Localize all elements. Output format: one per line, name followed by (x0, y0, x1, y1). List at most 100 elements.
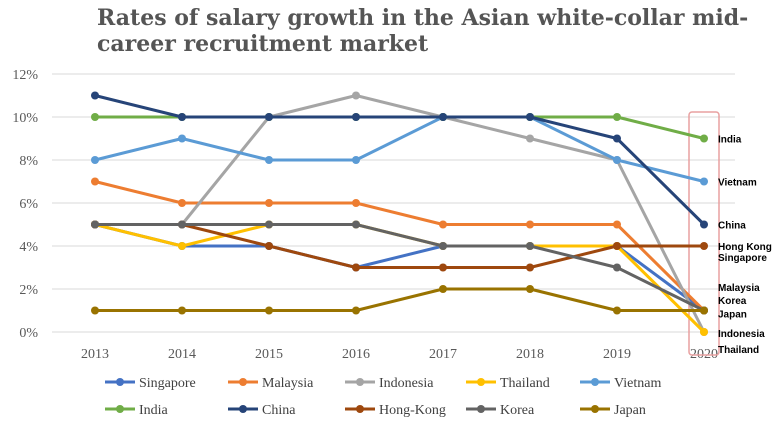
legend-marker-china (239, 405, 247, 413)
series-line-china (94, 94, 706, 226)
legend: Singapore Malaysia Indonesia Thailand Vietna… (105, 376, 661, 418)
data-point-malaysia (613, 220, 621, 229)
data-point-china (526, 113, 534, 121)
data-point-korea (91, 220, 99, 229)
data-point-china (439, 113, 447, 121)
x-tick-label: 2013 (81, 347, 109, 362)
data-point-hong-kong (613, 242, 621, 250)
data-point-china (91, 91, 99, 100)
y-tick-label: 6% (19, 197, 38, 212)
data-point-malaysia (352, 199, 360, 207)
chart-title-line-1: Rates of salary growth in the Asian whit… (97, 5, 748, 31)
data-point-thailand (700, 328, 708, 336)
x-tick-label: 2018 (516, 347, 544, 362)
data-point-japan (439, 285, 447, 293)
series-line-india (95, 115, 705, 140)
data-point-hong-kong (526, 263, 534, 272)
data-point-japan (352, 306, 360, 315)
data-point-japan (178, 306, 186, 315)
data-point-malaysia (439, 220, 447, 229)
y-tick-label: 2% (19, 283, 38, 298)
y-tick-label: 8% (19, 154, 38, 169)
data-point-malaysia (526, 220, 534, 229)
y-tick-label: 4% (19, 240, 38, 255)
series-line-malaysia (94, 180, 706, 312)
series-line-japan (95, 287, 704, 312)
data-point-vietnam (352, 156, 360, 164)
end-label-singapore: Singapore (718, 253, 767, 264)
data-point-hong-kong (352, 263, 360, 272)
legend-marker-indonesia (356, 378, 364, 386)
y-axis-ticks: 0% 2% 4% 6% 8% 10% 12% (12, 68, 38, 341)
data-point-korea (439, 242, 447, 250)
data-point-korea (613, 263, 621, 272)
y-tick-label: 12% (12, 68, 38, 83)
end-label-malaysia: Malaysia (718, 283, 760, 294)
series-line-korea (95, 223, 705, 312)
chart-title-line-2: career recruitment market (97, 31, 429, 57)
legend-marker-singapore (116, 378, 124, 386)
series-line-indonesia (95, 94, 706, 333)
data-point-vietnam (265, 156, 273, 164)
data-point-indonesia (526, 134, 534, 143)
data-point-vietnam (700, 177, 708, 186)
data-point-india (700, 134, 708, 143)
end-label-hong-kong: Hong Kong (718, 242, 772, 253)
y-tick-label: 10% (12, 111, 38, 126)
legend-marker-malaysia (239, 378, 247, 386)
legend-marker-japan (591, 405, 599, 413)
legend-label-japan: Japan (614, 403, 646, 418)
end-label-indonesia: Indonesia (718, 329, 765, 340)
data-point-vietnam (178, 134, 186, 143)
end-label-japan: Japan (718, 310, 747, 321)
data-point-korea (352, 220, 360, 229)
data-point-hong-kong (700, 242, 708, 250)
data-point-china (700, 220, 708, 229)
data-point-japan (91, 306, 99, 315)
data-point-korea (526, 242, 534, 250)
legend-label-china: China (262, 403, 296, 418)
data-point-india (613, 113, 621, 121)
series-line-vietnam (94, 115, 705, 183)
x-axis-ticks: 2013 2014 2015 2016 2017 2018 2019 2020 (81, 347, 718, 362)
legend-label-vietnam: Vietnam (614, 376, 661, 391)
data-point-china (178, 113, 186, 121)
data-point-korea (178, 220, 186, 229)
highlight-box-2020 (688, 111, 720, 356)
data-point-japan (265, 306, 273, 315)
series-line-hong-kong (95, 223, 704, 269)
x-tick-label: 2014 (168, 347, 196, 362)
data-point-hong-kong (439, 263, 447, 272)
data-point-japan (526, 285, 534, 293)
series-lines (91, 91, 708, 336)
end-label-thailand: Thailand (718, 345, 759, 356)
end-label-korea: Korea (718, 296, 747, 307)
data-point-vietnam (613, 156, 621, 164)
data-point-thailand (178, 242, 186, 250)
end-label-india: India (718, 135, 742, 146)
legend-marker-thailand (477, 378, 485, 386)
data-point-malaysia (91, 177, 99, 186)
legend-marker-vietnam (591, 378, 599, 386)
x-tick-label: 2015 (255, 347, 283, 362)
series-line-thailand (94, 223, 706, 334)
data-point-vietnam (91, 156, 99, 164)
data-point-japan (613, 306, 621, 315)
legend-marker-korea (477, 405, 485, 413)
legend-label-malaysia: Malaysia (262, 376, 314, 391)
legend-label-thailand: Thailand (500, 376, 550, 391)
data-point-malaysia (178, 199, 186, 207)
end-label-china: China (718, 221, 746, 232)
data-point-india (91, 113, 99, 121)
legend-marker-india (116, 405, 124, 413)
data-point-china (613, 134, 621, 143)
data-point-china (265, 113, 273, 121)
legend-label-india: India (139, 403, 169, 418)
legend-label-hong-kong: Hong-Kong (379, 403, 446, 418)
legend-label-singapore: Singapore (139, 376, 196, 391)
gridlines (52, 73, 735, 333)
data-point-hong-kong (265, 242, 273, 250)
legend-label-korea: Korea (500, 403, 535, 418)
